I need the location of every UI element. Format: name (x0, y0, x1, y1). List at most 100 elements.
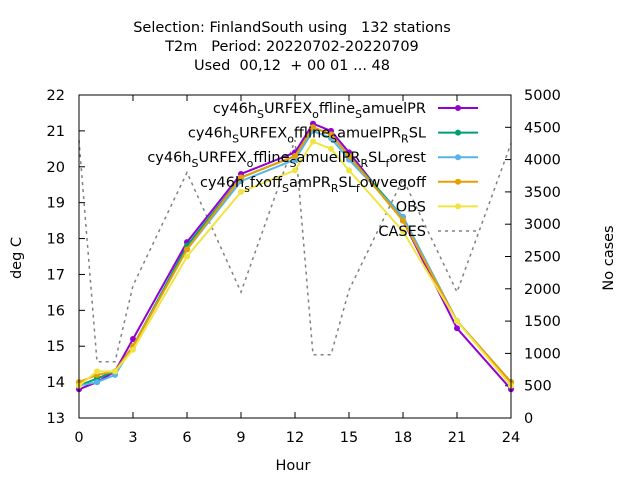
legend-label-part: ffline (253, 150, 289, 166)
y-tick-label: 14 (47, 375, 65, 391)
legend-label-part: s (244, 182, 250, 195)
y-tick-label: 19 (47, 196, 65, 212)
data-point-1 (454, 325, 460, 332)
data-point-4 (310, 124, 316, 131)
x-tick-label: 21 (448, 430, 466, 446)
legend-label-part: owvegoff (360, 175, 427, 191)
data-point-4 (292, 153, 298, 160)
data-point-4 (238, 174, 244, 181)
y2-tick-label: 500 (524, 379, 552, 395)
data-point-5 (130, 346, 136, 353)
y2-axis-label: No cases (601, 225, 617, 290)
legend-label-part: S (282, 182, 289, 195)
legend-label-part: cy46h (188, 126, 232, 142)
x-tick-label: 3 (128, 430, 137, 446)
legend-label-part: S (330, 133, 337, 146)
legend-label-part: S (290, 157, 297, 170)
x-tick-label: 15 (340, 430, 358, 446)
legend-label-part: R (331, 182, 339, 195)
data-point-5 (400, 228, 406, 235)
y-tick-label: 15 (47, 339, 65, 355)
legend-label-part: URFEX (264, 101, 312, 117)
legend-label-part: amuelPR (337, 126, 401, 142)
data-point-4 (184, 246, 190, 253)
legend-marker-1 (455, 105, 461, 111)
legend-label-part: S (257, 108, 264, 121)
legend-label-3: cy46hSURFEXofflineSamuelPRRSLforest (147, 150, 426, 170)
legend-label-part: CASES (378, 224, 426, 240)
y-tick-label: 17 (47, 267, 65, 283)
legend-label-part: SL (339, 175, 356, 191)
y-tick-label: 16 (47, 303, 65, 319)
data-point-3 (94, 379, 100, 386)
legend-label-part: o (287, 133, 294, 146)
data-point-5 (328, 145, 334, 152)
legend-label-part: R (360, 157, 368, 170)
legend-label-part: URFEX (199, 150, 247, 166)
y-tick-label: 20 (47, 160, 65, 176)
legend-marker-3 (455, 154, 461, 161)
legend-label-2: cy46hSURFEXofflineSamuelPRRSL (188, 126, 426, 146)
legend-label-part: SL (409, 126, 426, 142)
legend-label-part: f (356, 182, 361, 195)
y2-tick-label: 3000 (524, 217, 561, 233)
legend-label-part: o (312, 108, 319, 121)
legend-label-part: S (232, 133, 239, 146)
legend-marker-5 (455, 203, 461, 210)
legend-marker-2 (455, 129, 461, 136)
data-point-4 (400, 217, 406, 224)
y-axis-label: deg C (9, 237, 25, 279)
legend-label-part: S (192, 157, 199, 170)
legend-label-part: f (385, 157, 390, 170)
legend-label-part: o (247, 157, 254, 170)
legend-label-part: URFEX (239, 126, 287, 142)
data-point-5 (346, 167, 352, 174)
legend-label-part: amuelPR (362, 101, 426, 117)
plot-frame (78, 94, 512, 419)
y2-tick-label: 1000 (524, 346, 561, 362)
y2-tick-label: 0 (524, 411, 533, 427)
x-tick-label: 18 (394, 430, 412, 446)
axis-ticks: 0 3 6 9 12 15 18 21 24 13 14 15 16 17 18 19 20 21 22 0 500 10… (47, 88, 561, 446)
legend-label-part: cy46h (200, 175, 244, 191)
data-point-5 (292, 167, 298, 174)
legend-label-part: cy46h (213, 101, 257, 117)
title-line-2: T2m Period: 20220702-20220709 (164, 39, 419, 55)
data-point-5 (238, 188, 244, 195)
y-tick-label: 18 (47, 232, 65, 248)
legend-label-part: cy46h (147, 150, 191, 166)
y2-tick-label: 1500 (524, 314, 561, 330)
x-tick-label: 9 (236, 430, 245, 446)
y2-tick-label: 5000 (524, 88, 561, 104)
y2-tick-label: 2000 (524, 282, 561, 298)
cases-line (78, 139, 512, 363)
legend-label-part: amPR (289, 175, 331, 191)
legend-label-part: fxoff (250, 175, 283, 191)
data-point-5 (112, 368, 118, 375)
data-point-1 (130, 336, 136, 343)
data-point-5 (94, 368, 100, 375)
legend-label-6: CASES (378, 224, 426, 240)
chart-title: Selection: FinlandSouth using 132 statio… (133, 20, 451, 74)
y2-tick-label: 4000 (524, 153, 561, 169)
legend-label-part: SL (368, 150, 385, 166)
legend: cy46hSURFEXofflineSamuelPRcy46hSURFEXoff… (147, 101, 478, 240)
legend-label-4: cy46hsfxoffSamPRRSLfowvegoff (200, 175, 427, 195)
legend-label-part: R (401, 133, 409, 146)
y-tick-label: 13 (47, 411, 65, 427)
legend-label-part: amuelPR (297, 150, 361, 166)
legend-label-part: OBS (396, 199, 426, 215)
y-tick-label: 22 (47, 88, 65, 104)
legend-label-part: orest (389, 150, 426, 166)
x-tick-label: 12 (286, 430, 304, 446)
data-point-5 (184, 253, 190, 260)
x-tick-label: 0 (74, 430, 83, 446)
legend-label-part: ffline (294, 126, 330, 142)
legend-label-1: cy46hSURFEXofflineSamuelPR (213, 101, 426, 121)
y-tick-label: 21 (47, 124, 65, 140)
y2-tick-label: 4500 (524, 120, 561, 136)
legend-label-5: OBS (396, 199, 426, 215)
data-point-5 (310, 138, 316, 145)
